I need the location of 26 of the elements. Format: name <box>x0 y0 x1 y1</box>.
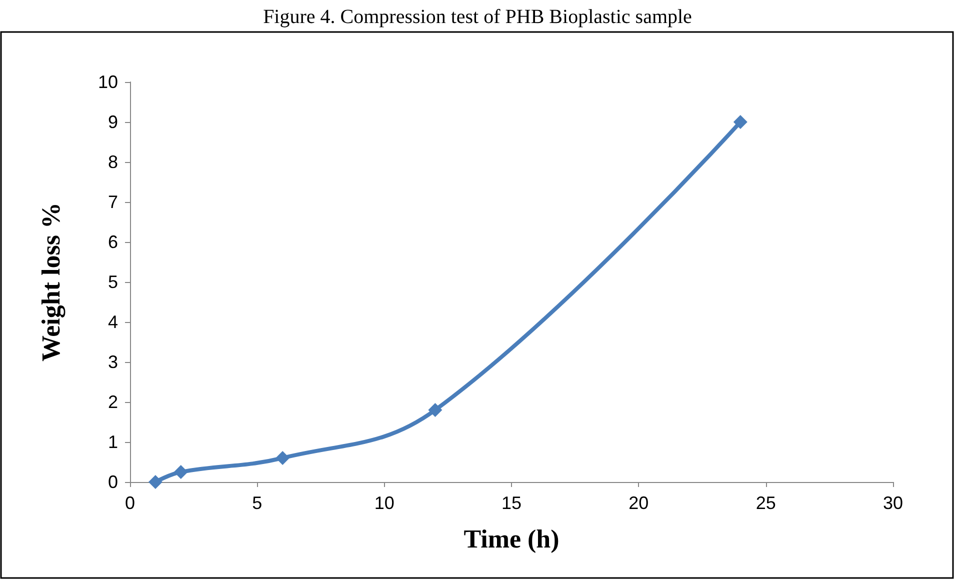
y-axis-title: Weight loss % <box>36 202 66 362</box>
y-tick-label: 7 <box>108 192 118 212</box>
x-tick-label: 10 <box>374 493 394 513</box>
x-axis-title: Time (h) <box>464 524 560 554</box>
point <box>148 475 162 489</box>
x-tick-label: 30 <box>882 493 904 513</box>
x-tick-label: 0 <box>124 493 136 513</box>
point <box>174 465 188 479</box>
y-tick-label: 1 <box>108 432 118 452</box>
y-tick-label: 3 <box>108 352 118 372</box>
point <box>276 451 290 465</box>
y-tick-label: 10 <box>98 72 118 92</box>
chart-title: Figure 4. Compression test of PHB Bioplastic sample <box>263 6 692 28</box>
y-tick-label: 0 <box>108 472 118 492</box>
y-tick-label: 9 <box>108 112 118 132</box>
y-tick-label: 2 <box>108 392 118 412</box>
y-tick-label: 6 <box>108 232 118 252</box>
x-tick-label: 15 <box>501 493 522 513</box>
x-tick-label: 20 <box>628 493 649 513</box>
y-tick-label: 8 <box>108 152 118 172</box>
y-tick-label: 4 <box>108 312 118 332</box>
y-tick-label: 5 <box>108 272 118 292</box>
point <box>733 115 748 129</box>
x-tick-label: 25 <box>756 493 776 513</box>
point <box>428 403 442 417</box>
x-tick-label: 5 <box>252 493 262 513</box>
